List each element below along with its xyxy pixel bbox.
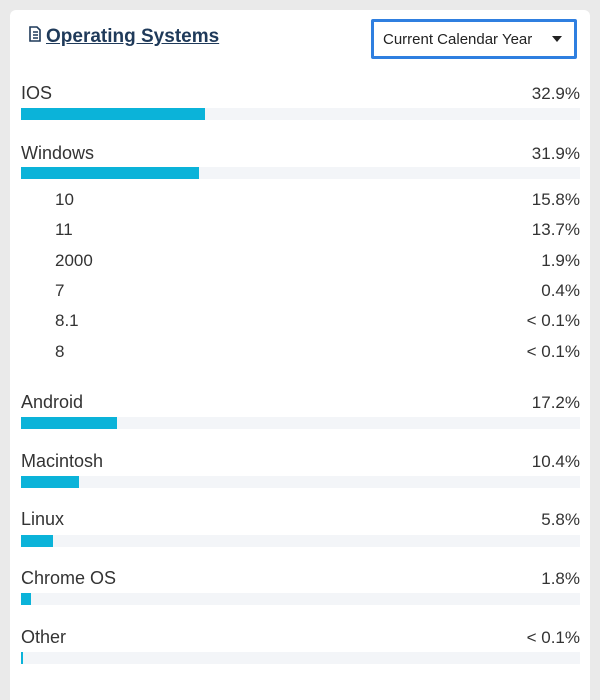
windows-version-7-pct: 0.4% [541, 281, 580, 300]
os-bar-ios [21, 108, 205, 120]
windows-version-8: 8 [55, 342, 65, 361]
os-pct-chrome-os: 1.8% [541, 569, 580, 588]
windows-version-10: 10 [55, 190, 74, 209]
os-bar-windows [21, 167, 199, 179]
windows-version-11: 11 [55, 220, 73, 239]
os-bar-linux [21, 535, 53, 547]
os-pct-other: < 0.1% [526, 628, 580, 647]
card-title: Operating Systems [28, 26, 219, 48]
windows-version-10-pct: 15.8% [531, 190, 580, 209]
title-link[interactable]: Operating Systems [46, 26, 220, 47]
operating-systems-card: Operating Systems Current Calendar Year … [10, 10, 590, 700]
period-select-value: Current Calendar Year [383, 30, 533, 48]
period-select[interactable]: Current Calendar Year [371, 19, 577, 59]
windows-version-8-1-pct: < 0.1% [526, 311, 580, 330]
os-pct-android: 17.2% [531, 393, 580, 412]
os-name-macintosh: Macintosh [21, 451, 104, 471]
windows-version-11-pct: 13.7% [531, 220, 580, 239]
windows-version-8-pct: < 0.1% [526, 342, 580, 361]
windows-version-7: 7 [55, 281, 65, 300]
os-bar-macintosh [21, 476, 79, 488]
os-name-linux: Linux [21, 509, 65, 529]
os-bar-chrome-os [21, 593, 31, 605]
os-bar-other [21, 652, 23, 664]
os-bar-track-android [21, 417, 580, 429]
os-bar-track-windows [21, 167, 580, 179]
windows-version-2000-pct: 1.9% [541, 251, 580, 270]
chevron-down-icon [552, 36, 562, 42]
os-name-windows: Windows [21, 143, 95, 163]
os-name-android: Android [21, 392, 84, 412]
os-bar-track-ios [21, 108, 580, 120]
os-bar-track-chrome-os [21, 593, 580, 605]
os-bar-android [21, 417, 117, 429]
os-name-other: Other [21, 627, 67, 647]
windows-version-2000: 2000 [55, 251, 93, 270]
os-name-ios: IOS [21, 83, 53, 103]
os-pct-linux: 5.8% [541, 510, 580, 529]
os-bar-track-other [21, 652, 580, 664]
os-pct-ios: 32.9% [531, 84, 580, 103]
document-icon [28, 26, 42, 48]
windows-version-8-1: 8.1 [55, 311, 79, 330]
os-bar-track-linux [21, 535, 580, 547]
os-pct-windows: 31.9% [531, 144, 580, 163]
os-bar-track-macintosh [21, 476, 580, 488]
os-pct-macintosh: 10.4% [531, 452, 580, 471]
os-name-chrome-os: Chrome OS [21, 568, 117, 588]
